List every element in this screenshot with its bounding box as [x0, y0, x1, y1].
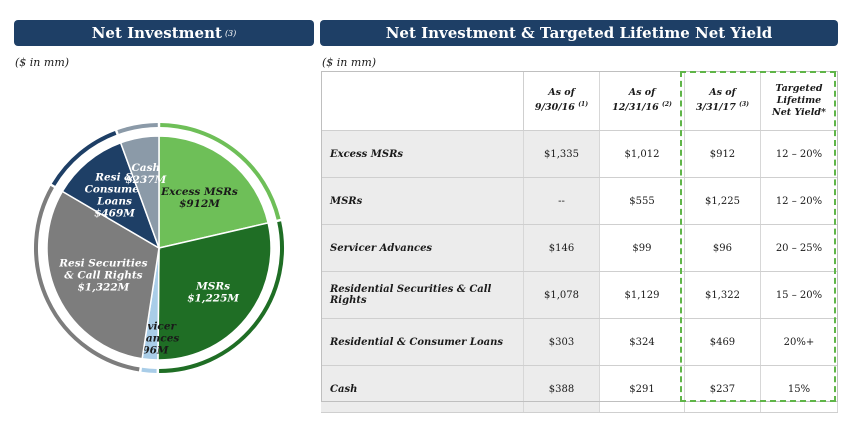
slice-resi-outer-ring	[51, 130, 117, 186]
table-cell: 12 – 20%	[760, 130, 839, 178]
slice-excess-msrs	[158, 135, 270, 249]
table-cell: $388	[523, 365, 600, 413]
table-row: MSRs -- $555 $1,225 12 – 20%	[321, 177, 839, 225]
slice-servicer-outer-ring	[141, 367, 157, 373]
table-cell: $99	[599, 224, 685, 272]
row-label: Residential Securities & Call Rights	[321, 271, 524, 319]
slice-resi-securities-label: Resi Securities & Call Rights $1,322M	[58, 258, 147, 294]
table-cell: $912	[684, 130, 761, 178]
table-cell: $1,322	[684, 271, 761, 319]
table-header-row: As of 9/30/16 (1) As of 12/31/16 (2) As of…	[321, 71, 839, 131]
table-cell: 15 – 20%	[760, 271, 839, 319]
column-header-9-30-16: As of 9/30/16 (1)	[523, 71, 600, 131]
table-cell: 15%	[760, 365, 839, 413]
table-row: Cash $388 $291 $237 15%	[321, 365, 839, 413]
table-cell: 20%+	[760, 318, 839, 366]
row-label: Residential & Consumer Loans	[321, 318, 524, 366]
table-row: Residential & Consumer Loans $303 $324 $…	[321, 318, 839, 366]
row-label: Cash	[321, 365, 524, 413]
table-cell: $303	[523, 318, 600, 366]
table-cell: --	[523, 177, 600, 225]
slice-resi-label: Resi & Consumer Loans $469M	[85, 172, 146, 220]
slice-resi	[61, 141, 161, 250]
table-cell: $291	[599, 365, 685, 413]
slice-msrs-outer-ring	[159, 221, 284, 373]
table-cell: $146	[523, 224, 600, 272]
net-yield-title: Net Investment & Targeted Lifetime Net Y…	[385, 24, 773, 42]
table-cell: 20 – 25%	[760, 224, 839, 272]
table-cell: $1,078	[523, 271, 600, 319]
column-header-12-31-16: As of 12/31/16 (2)	[599, 71, 685, 131]
table-cell: $555	[599, 177, 685, 225]
table-cell: $96	[684, 224, 761, 272]
table-row: Servicer Advances $146 $99 $96 20 – 25%	[321, 224, 839, 272]
slice-excess-msrs-outer-ring	[160, 123, 281, 220]
table-cell: 12 – 20%	[760, 177, 839, 225]
table-cell: $237	[684, 365, 761, 413]
slice-resi-securities	[46, 190, 160, 360]
table-corner-cell	[321, 71, 524, 131]
table-cell: $1,129	[599, 271, 685, 319]
table-cell: $324	[599, 318, 685, 366]
table-row: Residential Securities & Call Rights $1,…	[321, 271, 839, 319]
slice-cash-outer-ring	[117, 123, 158, 134]
table-cell: $1,225	[684, 177, 761, 225]
net-investment-title: Net Investment	[91, 24, 222, 42]
net-investment-footnote: (3)	[224, 28, 237, 38]
table-cell: $469	[684, 318, 761, 366]
slice-cash	[119, 135, 160, 249]
table-row: Excess MSRs $1,335 $1,012 $912 12 – 20%	[321, 130, 839, 178]
net-yield-banner: Net Investment & Targeted Lifetime Net Y…	[320, 20, 838, 46]
units-label-left: ($ in mm)	[15, 56, 70, 69]
net-investment-banner: Net Investment (3)	[14, 20, 314, 46]
table-cell: $1,335	[523, 130, 600, 178]
row-label: Servicer Advances	[321, 224, 524, 272]
slice-excess-msrs-label: Excess MSRs $912M	[160, 186, 238, 210]
slice-msrs	[157, 222, 272, 361]
row-label: Excess MSRs	[321, 130, 524, 178]
row-label: MSRs	[321, 177, 524, 225]
units-label-right: ($ in mm)	[322, 56, 377, 69]
net-yield-table: As of 9/30/16 (1) As of 12/31/16 (2) As of…	[321, 71, 839, 413]
table-cell: $1,012	[599, 130, 685, 178]
slice-cash-label: Cash $237M	[125, 162, 166, 186]
slice-resi-securities-outer-ring	[33, 185, 140, 372]
column-header-target-yield: Targeted Lifetime Net Yield*	[760, 71, 839, 131]
column-header-3-31-17: As of 3/31/17 (3)	[684, 71, 761, 131]
slice-msrs-label: MSRs $1,225M	[187, 281, 239, 305]
